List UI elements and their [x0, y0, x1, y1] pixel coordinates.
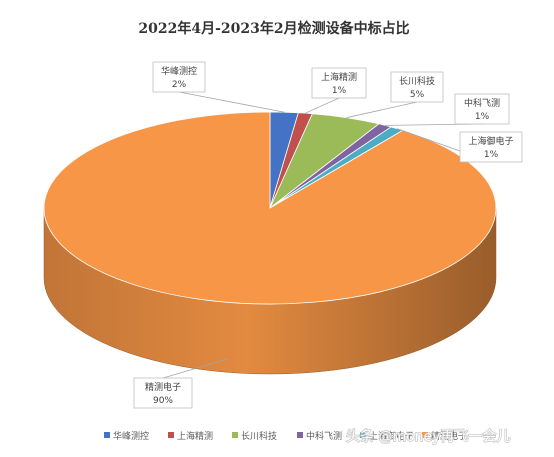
legend-item-上海精测: 上海精测 — [168, 430, 213, 442]
legend-label: 华峰测控 — [113, 430, 149, 442]
pie-slices — [43, 111, 497, 375]
callout-name: 华峰测控 — [161, 65, 197, 77]
legend-swatch — [422, 432, 428, 438]
callout-box — [152, 61, 206, 93]
callout-华峰测控: 华峰测控 2% — [152, 61, 285, 113]
callout-box — [311, 67, 367, 99]
callout-精测电子: 精测电子 90% — [133, 358, 229, 409]
legend-swatch — [168, 432, 174, 438]
legend: 华峰测控 上海精测 长川科技 中科飞测 上海御电子 精测电子 — [104, 430, 467, 442]
legend-swatch — [360, 432, 366, 438]
callout-长川科技: 长川科技 5% — [346, 71, 444, 119]
callout-name: 中科飞测 — [464, 97, 500, 109]
callout-value: 1% — [484, 150, 499, 160]
callout-value: 1% — [475, 112, 490, 122]
chart-title: 2022年4月-2023年2月检测设备中标占比 — [138, 20, 409, 37]
callout-name: 上海精测 — [321, 71, 357, 83]
callout-value: 2% — [172, 80, 187, 90]
legend-label: 精测电子 — [431, 430, 467, 442]
callout-上海御电子: 上海御电子 1% — [396, 128, 523, 163]
leader-line — [162, 358, 229, 379]
leader-line — [178, 91, 285, 113]
callout-value: 90% — [153, 396, 173, 406]
legend-item-精测电子: 精测电子 — [422, 430, 467, 442]
pie-slice-精测电子 — [43, 111, 497, 305]
legend-item-上海御电子: 上海御电子 — [360, 430, 414, 442]
callout-box — [454, 93, 510, 125]
legend-label: 中科飞测 — [306, 430, 342, 442]
callout-value: 1% — [332, 86, 347, 96]
legend-item-中科飞测: 中科飞测 — [297, 430, 342, 442]
data-labels: 华峰测控 2% 上海精测 1% 长川科技 5% 中科飞测 1% 上海御电子 1% 精测电子 90% — [133, 61, 523, 409]
callout-name: 精测电子 — [145, 381, 181, 393]
callout-中科飞测: 中科飞测 1% — [385, 93, 510, 126]
callout-name: 上海御电子 — [468, 135, 513, 147]
legend-swatch — [104, 432, 110, 438]
legend-label: 上海精测 — [177, 430, 213, 442]
legend-label: 上海御电子 — [369, 430, 414, 442]
legend-swatch — [232, 432, 238, 438]
callout-box — [390, 71, 444, 103]
leader-line — [346, 101, 418, 119]
legend-item-华峰测控: 华峰测控 — [104, 430, 149, 442]
legend-label: 长川科技 — [241, 430, 277, 442]
callout-box — [459, 131, 523, 163]
callout-value: 5% — [410, 90, 425, 100]
callout-box — [133, 377, 193, 409]
callout-上海精测: 上海精测 1% — [305, 67, 367, 114]
callout-name: 长川科技 — [399, 75, 435, 87]
legend-swatch — [297, 432, 303, 438]
legend-item-长川科技: 长川科技 — [232, 430, 277, 442]
watermark: 头条 @money再飞一会儿 — [346, 428, 510, 445]
leader-line — [305, 97, 340, 114]
